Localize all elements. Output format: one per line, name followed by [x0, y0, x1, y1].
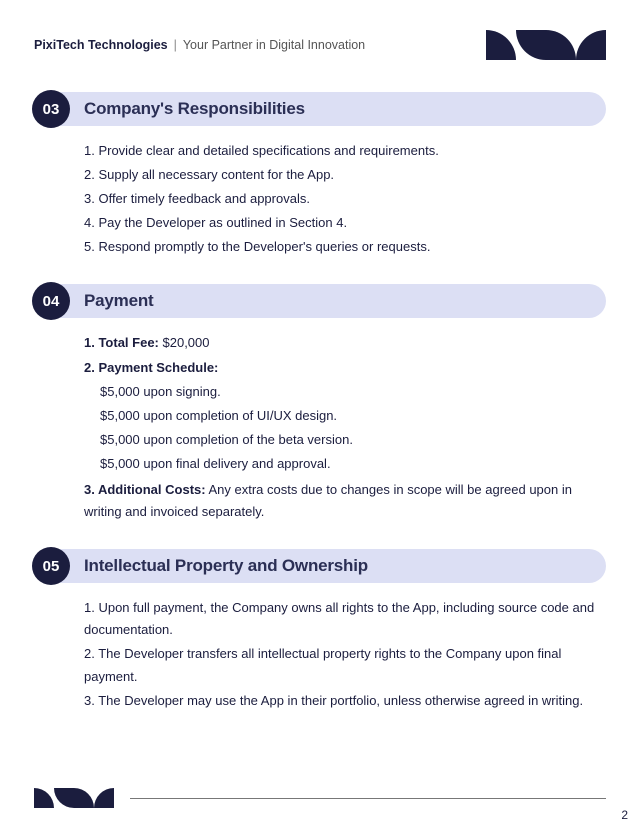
schedule-item: $5,000 upon completion of UI/UX design. [100, 405, 606, 427]
section-header: 05 Intellectual Property and Ownership [34, 549, 606, 583]
header-divider: | [174, 38, 177, 52]
list-item: 1. Upon full payment, the Company owns a… [84, 597, 606, 641]
payment-total: 1. Total Fee: $20,000 [84, 332, 606, 354]
page-footer [34, 788, 606, 808]
additional-costs-label: 3. Additional Costs: [84, 482, 206, 497]
section-body: 1. Total Fee: $20,000 2. Payment Schedul… [34, 332, 606, 523]
logo-shape [34, 788, 54, 808]
logo-shape [576, 30, 606, 60]
section-body: 1. Upon full payment, the Company owns a… [34, 597, 606, 711]
section-title: Intellectual Property and Ownership [84, 556, 368, 576]
logo-shape [486, 30, 516, 60]
section-title: Company's Responsibilities [84, 99, 305, 119]
schedule-item: $5,000 upon signing. [100, 381, 606, 403]
section-header: 04 Payment [34, 284, 606, 318]
payment-schedule-label: 2. Payment Schedule: [84, 357, 606, 379]
section-body: 1. Provide clear and detailed specificat… [34, 140, 606, 258]
logo-shape [74, 788, 94, 808]
page-header: PixiTech Technologies | Your Partner in … [34, 30, 606, 60]
schedule-item: $5,000 upon completion of the beta versi… [100, 429, 606, 451]
schedule-item: $5,000 upon final delivery and approval. [100, 453, 606, 475]
list-item: 4. Pay the Developer as outlined in Sect… [84, 212, 606, 234]
section-number-badge: 03 [32, 90, 70, 128]
list-item: 5. Respond promptly to the Developer's q… [84, 236, 606, 258]
footer-logo [34, 788, 114, 808]
section-header: 03 Company's Responsibilities [34, 92, 606, 126]
list-item: 2. The Developer transfers all intellect… [84, 643, 606, 687]
list-item: 3. The Developer may use the App in thei… [84, 690, 606, 712]
payment-schedule-list: $5,000 upon signing. $5,000 upon complet… [84, 381, 606, 475]
page-number: 2 [621, 808, 628, 822]
list-item: 2. Supply all necessary content for the … [84, 164, 606, 186]
footer-divider-line [130, 798, 606, 799]
section-number-badge: 05 [32, 547, 70, 585]
payment-additional: 3. Additional Costs: Any extra costs due… [84, 479, 606, 523]
total-fee-value: $20,000 [159, 335, 210, 350]
logo-shape [94, 788, 114, 808]
section-company-responsibilities: 03 Company's Responsibilities 1. Provide… [34, 92, 606, 258]
section-payment: 04 Payment 1. Total Fee: $20,000 2. Paym… [34, 284, 606, 523]
logo-shape [54, 788, 74, 808]
list-item: 3. Offer timely feedback and approvals. [84, 188, 606, 210]
logo-shape [546, 30, 576, 60]
total-fee-label: 1. Total Fee: [84, 335, 159, 350]
brand-logo [486, 30, 606, 60]
section-title: Payment [84, 291, 153, 311]
section-intellectual-property: 05 Intellectual Property and Ownership 1… [34, 549, 606, 711]
list-item: 1. Provide clear and detailed specificat… [84, 140, 606, 162]
logo-shape [516, 30, 546, 60]
company-name: PixiTech Technologies [34, 38, 168, 52]
section-number-badge: 04 [32, 282, 70, 320]
header-text: PixiTech Technologies | Your Partner in … [34, 38, 365, 52]
company-tagline: Your Partner in Digital Innovation [183, 38, 365, 52]
